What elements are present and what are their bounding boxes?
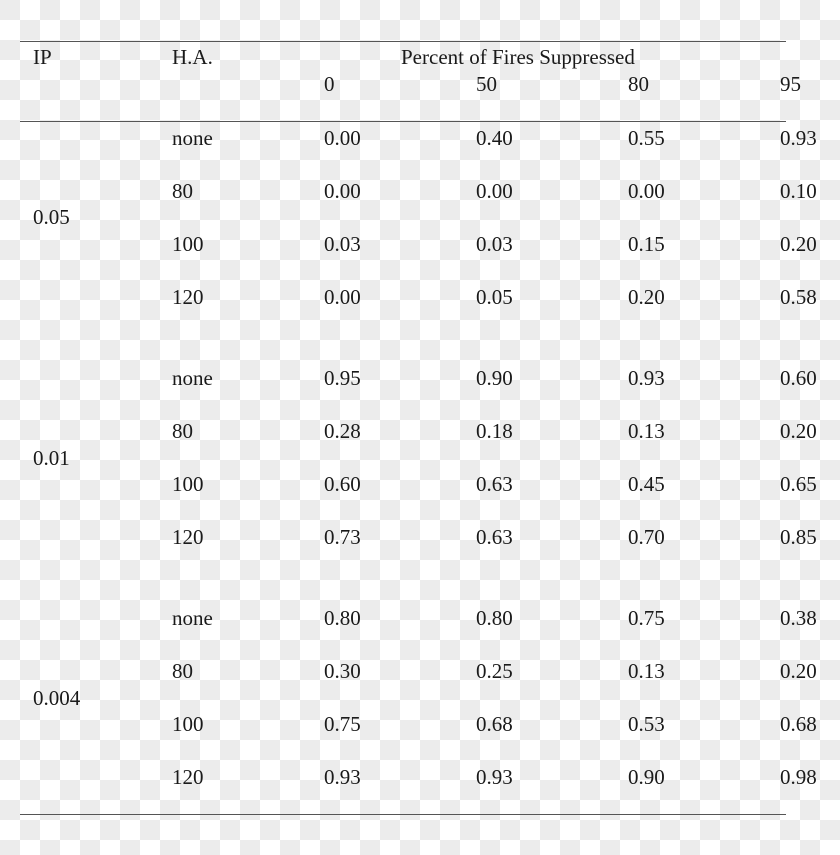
value-cell: 0.20: [780, 659, 817, 683]
bottom-rule: [20, 814, 786, 815]
group-ip: 0.004: [33, 686, 81, 710]
value-cell: 0.30: [324, 659, 361, 683]
value-cell: 0.00: [324, 126, 361, 150]
header-group-percent-suppressed: Percent of Fires Suppressed: [401, 45, 635, 69]
value-cell: 0.75: [324, 712, 361, 736]
value-cell: 0.13: [628, 419, 665, 443]
group-ip: 0.05: [33, 205, 70, 229]
value-cell: 0.90: [476, 366, 513, 390]
header-ip: IP: [33, 45, 52, 69]
header-col-0: 0: [324, 72, 335, 96]
value-cell: 0.70: [628, 525, 665, 549]
group-ip: 0.01: [33, 446, 70, 470]
value-cell: 0.68: [780, 712, 817, 736]
value-cell: 0.90: [628, 765, 665, 789]
ha-cell: 120: [172, 525, 204, 549]
value-cell: 0.75: [628, 606, 665, 630]
header-col-80: 80: [628, 72, 649, 96]
value-cell: 0.80: [476, 606, 513, 630]
value-cell: 0.15: [628, 232, 665, 256]
ha-cell: 80: [172, 179, 193, 203]
ha-cell: none: [172, 126, 213, 150]
header-ha: H.A.: [172, 45, 213, 69]
value-cell: 0.80: [324, 606, 361, 630]
header-col-95: 95: [780, 72, 801, 96]
value-cell: 0.95: [324, 366, 361, 390]
value-cell: 0.18: [476, 419, 513, 443]
value-cell: 0.20: [780, 232, 817, 256]
value-cell: 0.93: [628, 366, 665, 390]
value-cell: 0.85: [780, 525, 817, 549]
header-col-50: 50: [476, 72, 497, 96]
ha-cell: 80: [172, 419, 193, 443]
ha-cell: 120: [172, 765, 204, 789]
value-cell: 0.25: [476, 659, 513, 683]
value-cell: 0.65: [780, 472, 817, 496]
ha-cell: 100: [172, 232, 204, 256]
value-cell: 0.13: [628, 659, 665, 683]
value-cell: 0.00: [324, 285, 361, 309]
value-cell: 0.60: [780, 366, 817, 390]
ha-cell: 100: [172, 712, 204, 736]
value-cell: 0.98: [780, 765, 817, 789]
value-cell: 0.53: [628, 712, 665, 736]
value-cell: 0.03: [476, 232, 513, 256]
value-cell: 0.73: [324, 525, 361, 549]
header-rule: [20, 121, 786, 122]
value-cell: 0.93: [324, 765, 361, 789]
value-cell: 0.55: [628, 126, 665, 150]
value-cell: 0.03: [324, 232, 361, 256]
ha-cell: 100: [172, 472, 204, 496]
value-cell: 0.93: [780, 126, 817, 150]
value-cell: 0.28: [324, 419, 361, 443]
value-cell: 0.00: [324, 179, 361, 203]
value-cell: 0.20: [780, 419, 817, 443]
value-cell: 0.00: [628, 179, 665, 203]
value-cell: 0.38: [780, 606, 817, 630]
value-cell: 0.60: [324, 472, 361, 496]
value-cell: 0.93: [476, 765, 513, 789]
value-cell: 0.68: [476, 712, 513, 736]
ha-cell: none: [172, 606, 213, 630]
value-cell: 0.63: [476, 472, 513, 496]
value-cell: 0.63: [476, 525, 513, 549]
value-cell: 0.10: [780, 179, 817, 203]
ha-cell: 120: [172, 285, 204, 309]
top-rule: [20, 41, 786, 42]
ha-cell: none: [172, 366, 213, 390]
value-cell: 0.45: [628, 472, 665, 496]
value-cell: 0.00: [476, 179, 513, 203]
value-cell: 0.40: [476, 126, 513, 150]
value-cell: 0.20: [628, 285, 665, 309]
ha-cell: 80: [172, 659, 193, 683]
value-cell: 0.05: [476, 285, 513, 309]
value-cell: 0.58: [780, 285, 817, 309]
